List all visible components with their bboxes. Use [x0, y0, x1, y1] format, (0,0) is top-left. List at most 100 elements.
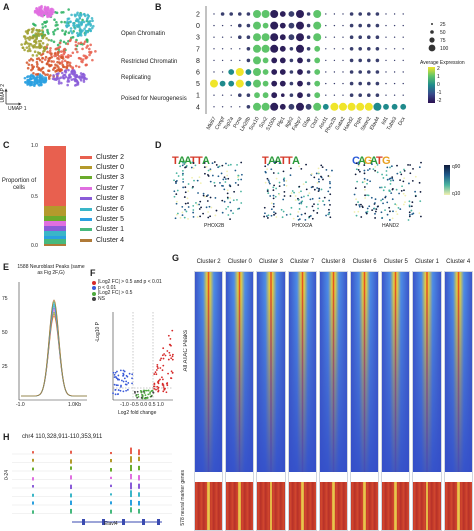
dot-plot-point — [356, 102, 365, 111]
heat-wedge-layer — [382, 272, 410, 472]
umap-cell — [85, 38, 89, 41]
motif-cell — [207, 216, 210, 219]
dot-plot-point — [367, 23, 371, 28]
motif-cell — [186, 197, 189, 200]
umap-cell — [52, 32, 56, 36]
heat-low-mid-layer — [394, 482, 398, 530]
motif-cell — [267, 163, 269, 166]
umap-cell — [54, 24, 58, 27]
motif-cell — [202, 192, 205, 195]
volcano-point — [152, 391, 155, 394]
umap-cell — [57, 77, 61, 80]
motif-cell — [281, 216, 284, 219]
dot-plot-point — [393, 82, 396, 85]
umap-cell — [34, 9, 37, 13]
volcano-point — [131, 377, 133, 380]
volcano-point — [164, 354, 167, 357]
cluster-legend-label: Cluster 2 — [96, 153, 125, 161]
motif-cell — [176, 189, 179, 192]
umap-cell — [38, 76, 42, 80]
motif-cell — [380, 199, 382, 202]
cluster-legend: Cluster 2 Cluster 0 Cluster 3 Cluster 7 Clus… — [80, 152, 124, 246]
track-peak — [130, 490, 132, 498]
volcano-point — [119, 389, 122, 392]
volcano-point — [161, 369, 164, 372]
motif-cell — [375, 208, 378, 211]
motif-cell — [264, 170, 267, 173]
motif-cell — [376, 163, 379, 166]
dot-plot-point — [375, 93, 380, 97]
umap-cell — [79, 41, 83, 45]
motif-cell — [408, 182, 410, 185]
motif-cell — [361, 206, 364, 209]
dot-plot-point — [402, 24, 404, 27]
umap-cell — [48, 49, 52, 53]
motif-cell — [192, 211, 195, 214]
umap-cell — [59, 50, 63, 53]
volcano-xtick: 0.5 — [148, 402, 156, 408]
motif-cell — [298, 218, 301, 221]
dot-plot-point — [279, 69, 286, 75]
motif-cell — [384, 209, 386, 211]
track-peak — [130, 499, 132, 506]
umap-cell — [33, 81, 36, 85]
dot-plot-point — [333, 71, 336, 73]
umap-cell — [46, 5, 50, 9]
motif-cell — [312, 209, 315, 212]
motif-cell — [402, 192, 405, 195]
volcano-point — [159, 378, 161, 381]
umap-x-axis-label: UMAP 1 — [8, 106, 27, 112]
motif-cell — [219, 182, 221, 184]
heat-wedge-layer — [319, 272, 347, 472]
panel-label-d: D — [155, 140, 162, 150]
volcano-legend-item: p < 0.01 — [92, 285, 162, 292]
motif-cell — [227, 164, 230, 167]
motif-cell — [298, 185, 301, 188]
umap-cell — [82, 42, 86, 45]
dot-plot-point — [230, 24, 232, 27]
track-peak — [70, 508, 72, 514]
dot-plot-point — [229, 12, 233, 16]
motif-cell — [183, 196, 186, 198]
umap-cell — [85, 29, 88, 33]
motif-cell — [192, 162, 195, 164]
motif-cell — [412, 167, 414, 170]
dot-plot-point — [221, 24, 224, 27]
cluster-legend-label: Cluster 8 — [96, 195, 125, 203]
volcano-legend-dot — [92, 291, 96, 296]
motif-cell — [320, 188, 323, 191]
motif-cell — [366, 210, 369, 213]
volcano-legend-dot — [92, 280, 96, 285]
umap-plot — [4, 4, 97, 106]
motif-cell — [385, 170, 388, 172]
umap-cell — [82, 78, 86, 81]
umap-cell — [70, 78, 73, 81]
umap-cell — [82, 54, 86, 57]
track-peak — [32, 477, 34, 481]
motif-cell — [240, 161, 243, 164]
motif-cell — [195, 202, 197, 204]
umap-cell — [75, 79, 79, 83]
track-peak — [138, 483, 140, 489]
volcano-xtick: -1.0 — [120, 402, 129, 408]
motif-cell — [374, 198, 377, 201]
gene-exon — [142, 519, 145, 525]
volcano-point — [114, 389, 117, 391]
motif-cell — [329, 203, 331, 206]
umap-cell — [47, 38, 51, 42]
volcano-point — [125, 389, 128, 392]
motif-cell — [404, 201, 406, 204]
dot-plot-point — [393, 71, 396, 73]
motif-cell — [183, 216, 186, 219]
dot-plot-point — [221, 36, 224, 38]
umap-cell — [68, 75, 71, 79]
motif-cell — [229, 185, 232, 188]
umap-cell — [54, 78, 58, 82]
volcano-point — [161, 378, 164, 381]
umap-cell — [39, 69, 43, 72]
motif-cell — [308, 215, 311, 218]
dot-plot-point — [306, 70, 311, 74]
umap-cell — [84, 56, 88, 60]
umap-cell — [52, 60, 55, 63]
volcano-point — [114, 393, 117, 396]
